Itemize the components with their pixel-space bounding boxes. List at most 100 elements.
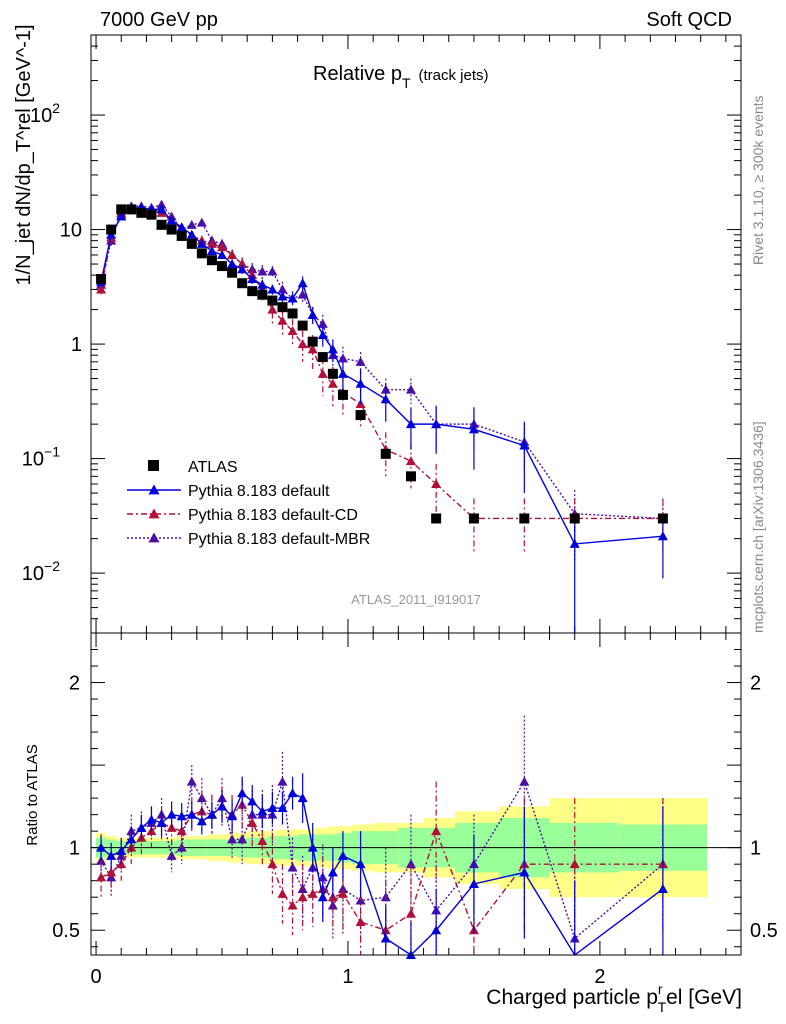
legend-label: ATLAS bbox=[188, 459, 238, 476]
ratio-point bbox=[247, 796, 258, 806]
ratio-point bbox=[227, 811, 238, 821]
series-point bbox=[186, 219, 197, 229]
ratio-point bbox=[247, 817, 258, 827]
ratio-point bbox=[569, 859, 580, 869]
legend-marker bbox=[148, 532, 160, 543]
series-point bbox=[657, 531, 668, 541]
ratio-point bbox=[96, 872, 107, 882]
atlas-point bbox=[337, 389, 348, 400]
atlas-point bbox=[156, 219, 167, 230]
series-point bbox=[431, 479, 442, 489]
series-point bbox=[355, 356, 366, 366]
series-point bbox=[267, 266, 278, 276]
ratio-point bbox=[156, 817, 167, 827]
ratio-point bbox=[196, 816, 207, 826]
ratio-marks bbox=[96, 715, 668, 959]
series-point bbox=[405, 419, 416, 429]
atlas-point bbox=[327, 368, 338, 379]
series-point bbox=[257, 279, 268, 289]
ratio-point bbox=[355, 859, 366, 869]
watermark: ATLAS_2011_I919017 bbox=[351, 592, 481, 607]
atlas-point bbox=[307, 336, 318, 347]
atlas-point bbox=[287, 308, 298, 319]
series-point bbox=[327, 344, 338, 354]
ratio-point bbox=[136, 822, 147, 832]
xlabel-sub: T bbox=[658, 999, 667, 1015]
y-tick-base: 10 bbox=[60, 220, 82, 242]
series-point bbox=[206, 245, 217, 255]
ratio-point bbox=[277, 776, 288, 786]
ratio-y-tick-label: 1 bbox=[69, 838, 80, 860]
ratio-point bbox=[186, 776, 197, 786]
y-tick-label: 10−2 bbox=[22, 558, 60, 585]
atlas-point bbox=[519, 513, 530, 524]
atlas-point bbox=[217, 261, 228, 272]
ratio-point bbox=[237, 788, 248, 798]
ratio-point bbox=[116, 845, 127, 855]
series-point bbox=[227, 249, 238, 259]
title-sub: T bbox=[402, 75, 411, 91]
xlabel-main: Charged particle p bbox=[486, 986, 658, 1009]
ratio-point bbox=[267, 803, 278, 813]
y-tick-base: 10 bbox=[22, 449, 44, 471]
atlas-point bbox=[405, 471, 416, 482]
ratio-point bbox=[277, 803, 288, 813]
series-point bbox=[196, 238, 207, 248]
atlas-point bbox=[186, 238, 197, 249]
ratio-point bbox=[337, 850, 348, 860]
side-label-top: Rivet 3.1.10, ≥ 300k events bbox=[750, 95, 766, 265]
ratio-point bbox=[431, 826, 442, 836]
series-point bbox=[297, 289, 308, 299]
series-point bbox=[267, 284, 278, 294]
series-point bbox=[307, 309, 318, 319]
series-point bbox=[317, 368, 328, 378]
ratio-point bbox=[217, 801, 228, 811]
series-point bbox=[355, 378, 366, 388]
atlas-point bbox=[136, 207, 147, 218]
ratio-point bbox=[287, 862, 298, 872]
ratio-point bbox=[317, 892, 328, 902]
series-point bbox=[247, 274, 258, 284]
ratio-point bbox=[166, 809, 177, 819]
main-marks bbox=[96, 199, 668, 633]
atlas-point bbox=[267, 295, 278, 306]
atlas-point bbox=[657, 513, 668, 524]
series-point bbox=[277, 291, 288, 301]
series-point bbox=[116, 211, 127, 221]
series-point bbox=[337, 353, 348, 363]
series-point bbox=[569, 538, 580, 548]
y-tick-base: 1 bbox=[71, 334, 82, 356]
ratio-point bbox=[196, 793, 207, 803]
atlas-point bbox=[569, 513, 580, 524]
atlas-point bbox=[227, 267, 238, 278]
series-line bbox=[100, 207, 663, 545]
atlas-point bbox=[247, 286, 258, 297]
atlas-point bbox=[468, 513, 479, 524]
series-point bbox=[405, 456, 416, 466]
y-tick-label: 1 bbox=[71, 334, 82, 356]
plot-title: Relative pT (track jets) bbox=[313, 63, 489, 91]
series-point bbox=[237, 264, 248, 274]
ratio-point bbox=[431, 925, 442, 935]
legend-label: Pythia 8.183 default bbox=[188, 483, 330, 500]
series-point bbox=[186, 229, 197, 239]
y-tick-label: 10 bbox=[60, 220, 82, 242]
ratio-point bbox=[267, 859, 278, 869]
ratio-point bbox=[327, 900, 338, 910]
series-line bbox=[100, 208, 663, 520]
ratio-point bbox=[307, 842, 318, 852]
series-point bbox=[317, 318, 328, 328]
y-tick-exp: −1 bbox=[44, 444, 60, 460]
series-point bbox=[337, 368, 348, 378]
ratio-point bbox=[297, 892, 308, 902]
xlabel-sup: r bbox=[658, 981, 663, 997]
ratio-point bbox=[327, 867, 338, 877]
ratio-y-tick-label-right: 2 bbox=[750, 673, 761, 695]
ratio-point bbox=[468, 878, 479, 888]
ratio-point bbox=[657, 883, 668, 893]
atlas-point bbox=[431, 513, 442, 524]
atlas-point bbox=[206, 255, 217, 266]
ratio-point bbox=[287, 788, 298, 798]
atlas-point bbox=[317, 352, 328, 363]
